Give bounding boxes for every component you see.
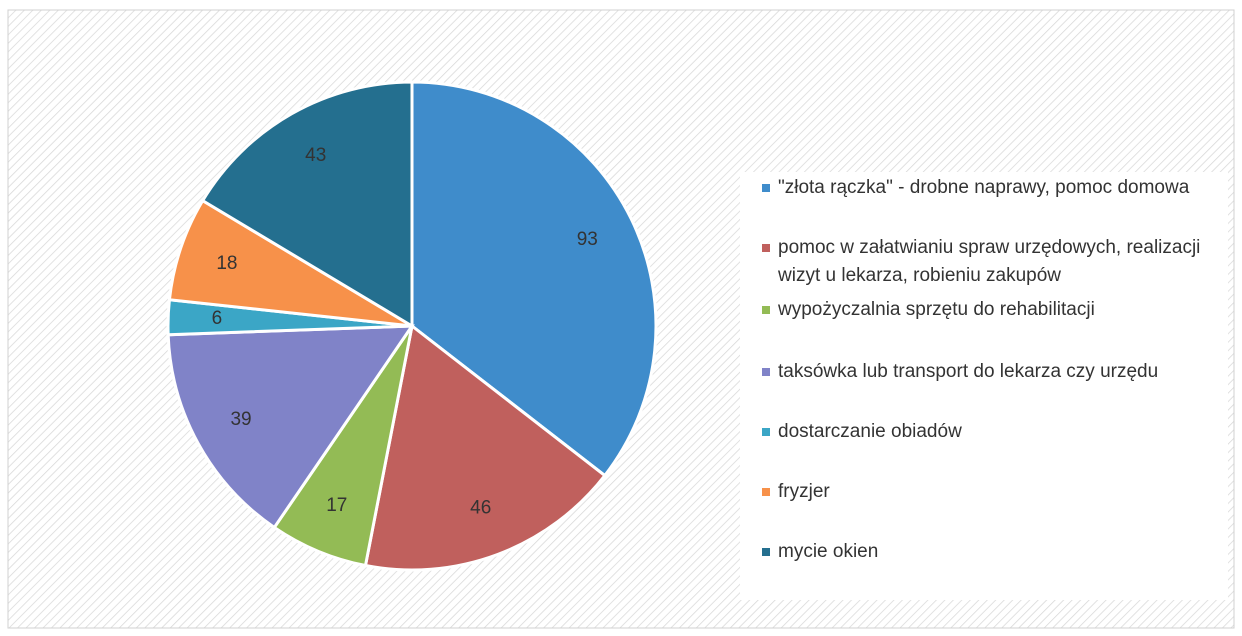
- legend-item: mycie okien: [762, 538, 1202, 566]
- legend-swatch: [762, 184, 770, 192]
- data-label: 17: [326, 495, 347, 516]
- data-label: 46: [470, 498, 491, 519]
- legend-swatch: [762, 548, 770, 556]
- pie-slice: [166, 324, 415, 530]
- legend-label: "złota rączka" - drobne naprawy, pomoc d…: [778, 177, 1190, 198]
- legend-item: dostarczanie obiadów: [762, 418, 1202, 446]
- legend-item: pomoc w załatwianiu spraw urzędowych, re…: [762, 234, 1202, 290]
- data-label: 6: [212, 308, 223, 329]
- data-label: 39: [230, 409, 251, 430]
- legend-label: pomoc w załatwianiu spraw urzędowych, re…: [778, 237, 1201, 286]
- legend-label: wypożyczalnia sprzętu do rehabilitacji: [778, 299, 1095, 320]
- data-label: 93: [577, 229, 598, 250]
- legend-swatch: [762, 244, 770, 252]
- legend: "złota rączka" - drobne naprawy, pomoc d…: [740, 172, 1228, 600]
- legend-label: fryzjer: [778, 481, 830, 502]
- data-label: 43: [305, 145, 326, 166]
- legend-swatch: [762, 368, 770, 376]
- pie-slice: [410, 80, 658, 478]
- pie-slice: [200, 80, 414, 329]
- legend-swatch: [762, 428, 770, 436]
- pie-slice: [363, 323, 607, 572]
- legend-label: mycie okien: [778, 541, 879, 562]
- legend-label: taksówka lub transport do lekarza czy ur…: [778, 361, 1159, 382]
- data-label: 18: [216, 253, 237, 274]
- legend-swatch: [762, 306, 770, 314]
- legend-label: dostarczanie obiadów: [778, 421, 962, 442]
- legend-item: "złota rączka" - drobne naprawy, pomoc d…: [762, 174, 1202, 202]
- legend-item: taksówka lub transport do lekarza czy ur…: [762, 358, 1202, 386]
- legend-item: wypożyczalnia sprzętu do rehabilitacji: [762, 296, 1202, 324]
- pie-slice: [167, 198, 413, 328]
- legend-item: fryzjer: [762, 478, 1202, 506]
- legend-swatch: [762, 488, 770, 496]
